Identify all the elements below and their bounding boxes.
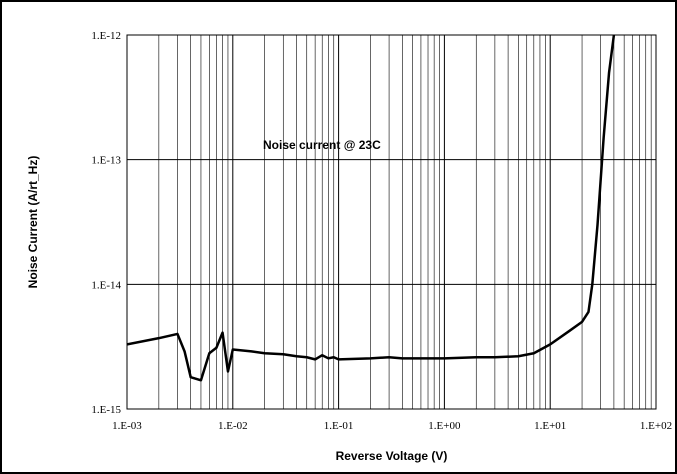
- y-tick-label: 1.E-12: [91, 30, 121, 42]
- x-axis-title: Reverse Voltage (V): [336, 449, 448, 463]
- x-tick-labels: 1.E-03 1.E-02 1.E-01 1.E+00 1.E+01 1.E+02: [112, 420, 672, 432]
- x-tick-label: 1.E+00: [428, 420, 461, 432]
- plot-area-border: [126, 34, 657, 410]
- y-tick-label: 1.E-14: [91, 279, 121, 291]
- minor-grid: [158, 35, 652, 409]
- series-line: [126, 34, 616, 382]
- y-axis-title: Noise Current (A/rt_Hz): [26, 156, 40, 289]
- y-tick-label: 1.E-15: [91, 404, 121, 416]
- x-tick-label: 1.E-03: [112, 420, 142, 432]
- major-grid: [126, 34, 657, 410]
- x-tick-label: 1.E+02: [640, 420, 672, 432]
- y-tick-labels: 1.E-15 1.E-14 1.E-13 1.E-12: [91, 30, 121, 416]
- x-tick-label: 1.E-01: [324, 420, 354, 432]
- chart-annotation: Noise current @ 23C: [263, 138, 381, 152]
- x-tick-label: 1.E+01: [534, 420, 566, 432]
- x-tick-label: 1.E-02: [218, 420, 248, 432]
- y-tick-label: 1.E-13: [91, 155, 121, 167]
